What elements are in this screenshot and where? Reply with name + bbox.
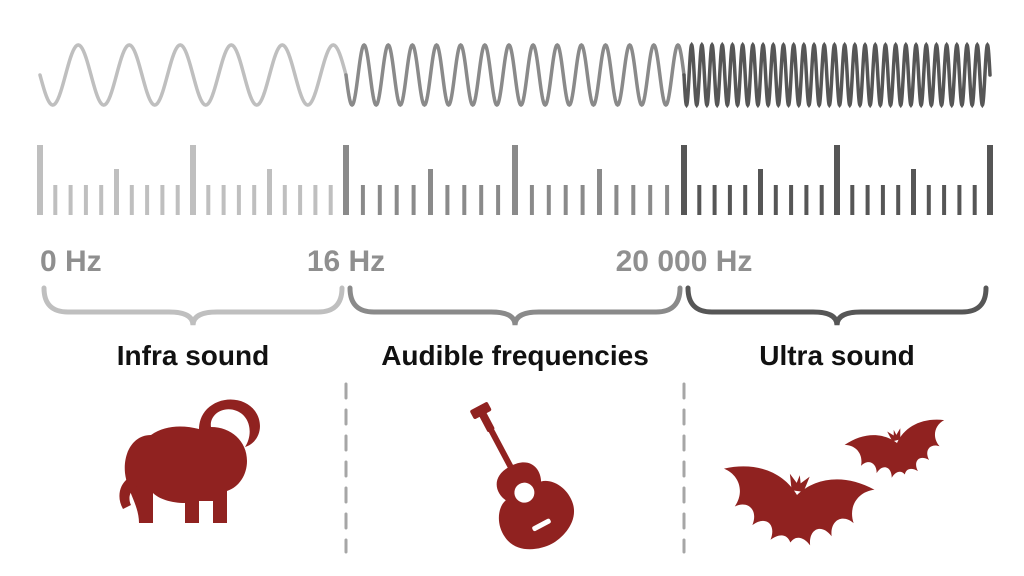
region-label-ultra-sound: Ultra sound [759, 340, 915, 372]
freq-label-0hz: 0 Hz [40, 245, 102, 279]
bats-icon [717, 395, 957, 555]
sound-spectrum-diagram: 0 Hz 16 Hz 20 000 Hz Infra sound Audible… [0, 0, 1024, 576]
guitar-icon [445, 395, 585, 555]
freq-label-20000hz: 20 000 Hz [616, 245, 753, 279]
region-label-audible: Audible frequencies [381, 340, 649, 372]
elephant-icon [113, 395, 273, 545]
region-label-infra-sound: Infra sound [117, 340, 269, 372]
freq-label-16hz: 16 Hz [307, 245, 385, 279]
